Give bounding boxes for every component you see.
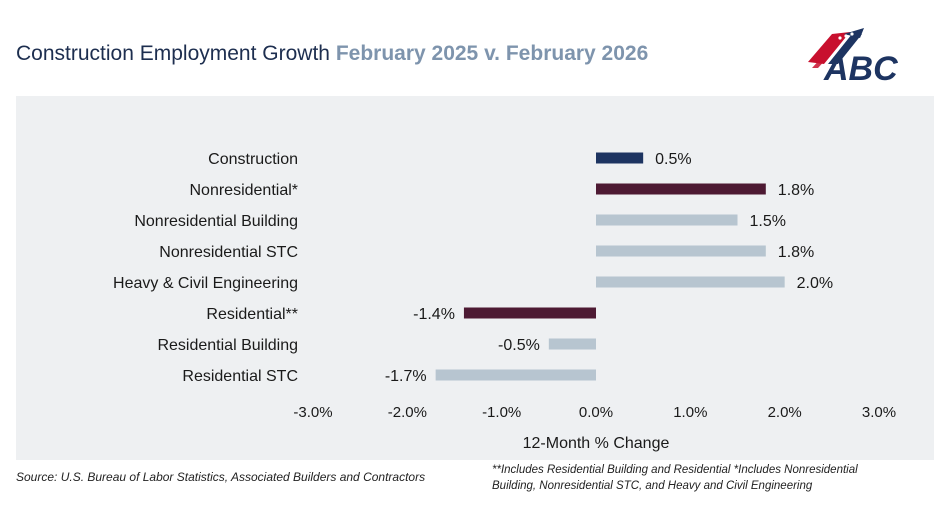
data-label: 2.0% xyxy=(797,275,833,292)
footnote-line-2: Building, Nonresidential STC, and Heavy … xyxy=(492,480,813,492)
bar-chart: Construction 0.5% Nonresidential* 1.8% Nonre… xyxy=(113,151,896,452)
category-label: Residential STC xyxy=(182,368,298,385)
footnote: **Includes Residential Building and Resi… xyxy=(492,462,912,494)
title-date-range: February 2025 v. February 2026 xyxy=(335,42,649,65)
category-label: Heavy & Civil Engineering xyxy=(113,275,298,292)
x-tick-label: 2.0% xyxy=(768,404,802,421)
logo-text: ABC xyxy=(823,50,898,88)
abc-logo: ABC xyxy=(802,24,922,88)
x-tick-label: 3.0% xyxy=(862,404,896,421)
source-note: Source: U.S. Bureau of Labor Statistics,… xyxy=(16,470,426,484)
data-label: -1.7% xyxy=(385,368,427,385)
x-tick-label: -3.0% xyxy=(293,404,332,421)
data-label: 0.5% xyxy=(655,151,691,168)
bar-3 xyxy=(596,245,766,257)
data-label: 1.8% xyxy=(778,244,814,261)
x-tick-label: 1.0% xyxy=(673,404,707,421)
data-label: -1.4% xyxy=(413,306,455,323)
bar-6 xyxy=(548,338,596,350)
bar-7 xyxy=(435,369,596,381)
chart-panel: Construction 0.5% Nonresidential* 1.8% Nonre… xyxy=(16,96,934,460)
category-label: Nonresidential* xyxy=(189,182,298,199)
data-label: -0.5% xyxy=(498,337,540,354)
bar-4 xyxy=(596,276,785,288)
x-tick-label: -2.0% xyxy=(388,404,427,421)
data-label: 1.8% xyxy=(778,182,814,199)
category-label: Residential** xyxy=(206,306,298,323)
x-tick-label: 0.0% xyxy=(579,404,613,421)
category-label: Nonresidential STC xyxy=(159,244,298,261)
abc-flag-logo-icon: ABC xyxy=(808,28,898,88)
x-axis-label: 12-Month % Change xyxy=(523,435,670,452)
footnote-line-1: **Includes Residential Building and Resi… xyxy=(492,464,858,476)
bar-5 xyxy=(463,307,596,319)
category-label: Construction xyxy=(208,151,298,168)
x-tick-label: -1.0% xyxy=(482,404,521,421)
chart-title: Construction Employment Growth February … xyxy=(16,42,648,66)
category-label: Nonresidential Building xyxy=(134,213,298,230)
bar-0 xyxy=(596,152,644,164)
bar-1 xyxy=(596,183,766,195)
category-label: Residential Building xyxy=(157,337,298,354)
data-label: 1.5% xyxy=(750,213,786,230)
bar-2 xyxy=(596,214,738,226)
title-text: Construction Employment Growth xyxy=(16,42,330,65)
